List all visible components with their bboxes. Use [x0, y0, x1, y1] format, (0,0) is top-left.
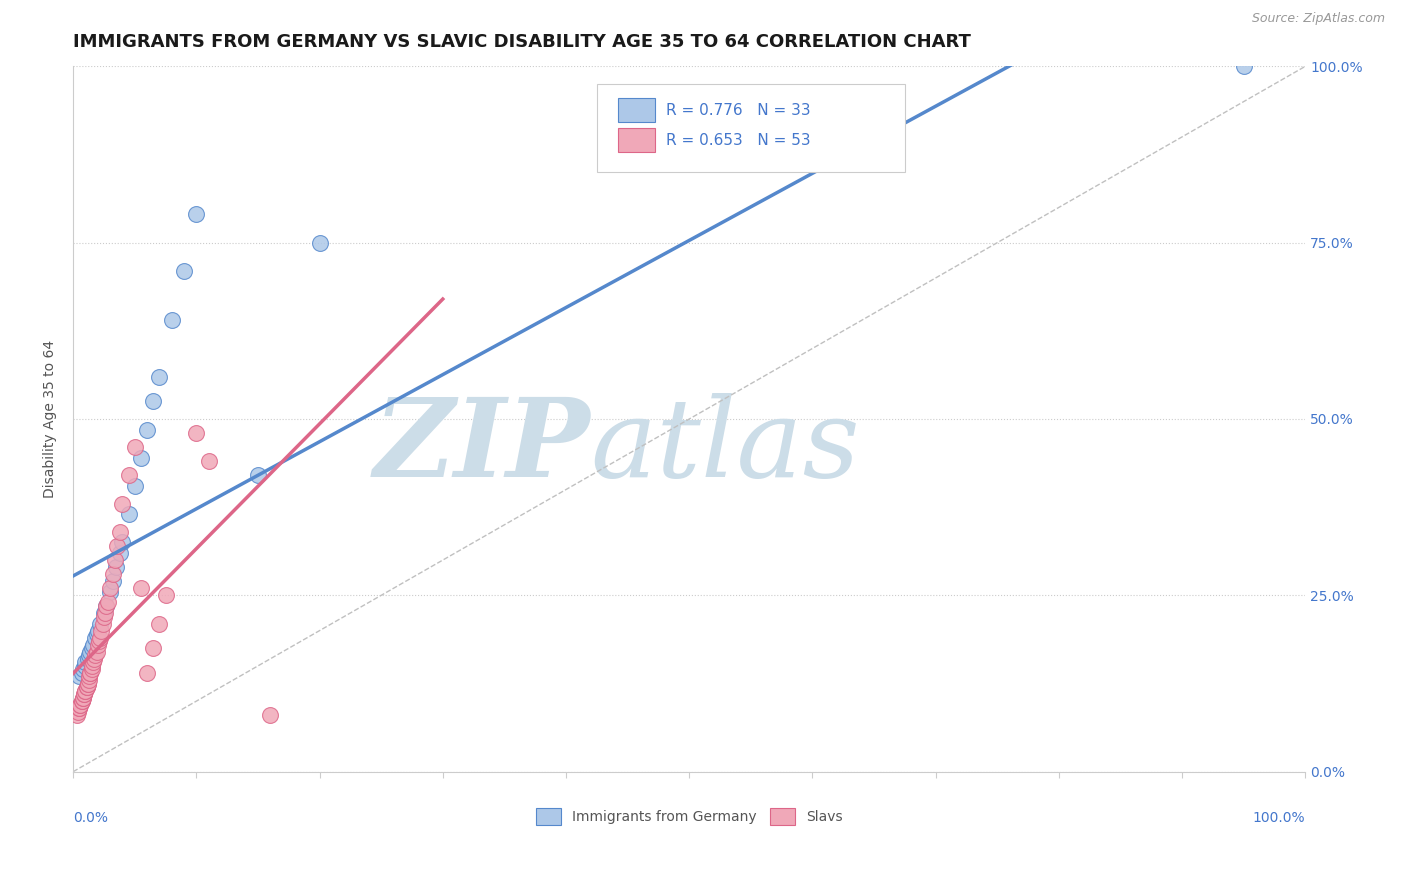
Point	[94, 606, 117, 620]
Text: 0.0%: 0.0%	[73, 811, 108, 824]
Point	[77, 669, 100, 683]
Point	[142, 394, 165, 409]
Point	[75, 656, 97, 670]
Point	[197, 454, 219, 468]
Point	[77, 676, 100, 690]
Point	[82, 638, 104, 652]
Point	[66, 708, 89, 723]
Point	[75, 683, 97, 698]
Point	[79, 665, 101, 680]
Point	[72, 690, 94, 705]
Point	[124, 440, 146, 454]
Point	[66, 705, 89, 719]
Text: Source: ZipAtlas.com: Source: ZipAtlas.com	[1251, 12, 1385, 25]
Point	[77, 676, 100, 690]
Point	[89, 631, 111, 645]
Point	[70, 694, 93, 708]
Point	[93, 609, 115, 624]
Point	[108, 546, 131, 560]
Point	[75, 659, 97, 673]
Point	[96, 599, 118, 613]
Point	[98, 584, 121, 599]
Point	[73, 687, 96, 701]
Point	[104, 553, 127, 567]
Point	[148, 369, 170, 384]
Text: R = 0.776   N = 33: R = 0.776 N = 33	[666, 103, 810, 118]
Point	[77, 652, 100, 666]
Point	[87, 638, 110, 652]
Point	[76, 680, 98, 694]
Point	[84, 648, 107, 663]
Y-axis label: Disability Age 35 to 64: Disability Age 35 to 64	[44, 340, 58, 498]
Point	[96, 599, 118, 613]
Point	[87, 624, 110, 638]
FancyBboxPatch shape	[617, 128, 655, 153]
Text: IMMIGRANTS FROM GERMANY VS SLAVIC DISABILITY AGE 35 TO 64 CORRELATION CHART: IMMIGRANTS FROM GERMANY VS SLAVIC DISABI…	[73, 33, 972, 51]
Point	[98, 582, 121, 596]
Point	[101, 567, 124, 582]
Point	[82, 656, 104, 670]
Point	[186, 207, 208, 221]
Text: ZIP: ZIP	[374, 393, 591, 501]
Point	[72, 662, 94, 676]
Point	[80, 659, 103, 673]
Point	[67, 669, 90, 683]
Point	[90, 624, 112, 638]
Point	[142, 641, 165, 656]
FancyBboxPatch shape	[596, 84, 905, 172]
Point	[72, 690, 94, 705]
Point	[124, 479, 146, 493]
Point	[89, 616, 111, 631]
Point	[117, 468, 139, 483]
Point	[77, 673, 100, 687]
Point	[136, 665, 159, 680]
Text: atlas: atlas	[591, 393, 860, 501]
Text: R = 0.653   N = 53: R = 0.653 N = 53	[666, 133, 810, 148]
Point	[70, 694, 93, 708]
Point	[79, 665, 101, 680]
Legend: Immigrants from Germany, Slavs: Immigrants from Germany, Slavs	[536, 808, 844, 825]
Text: 100.0%: 100.0%	[1253, 811, 1305, 824]
Point	[91, 616, 114, 631]
Point	[79, 645, 101, 659]
Point	[97, 595, 120, 609]
Point	[69, 698, 91, 712]
Point	[93, 606, 115, 620]
Point	[69, 698, 91, 712]
Point	[186, 426, 208, 441]
Point	[1233, 59, 1256, 73]
Point	[101, 574, 124, 589]
Point	[80, 662, 103, 676]
Point	[129, 582, 152, 596]
Point	[160, 313, 183, 327]
Point	[67, 701, 90, 715]
Point	[111, 535, 134, 549]
Point	[67, 701, 90, 715]
Point	[136, 423, 159, 437]
Point	[83, 652, 105, 666]
FancyBboxPatch shape	[617, 98, 655, 122]
Point	[259, 708, 281, 723]
Point	[246, 468, 269, 483]
Point	[87, 634, 110, 648]
Point	[308, 235, 330, 250]
Point	[86, 645, 108, 659]
Point	[105, 560, 128, 574]
Point	[75, 683, 97, 698]
Point	[148, 616, 170, 631]
Point	[76, 680, 98, 694]
Point	[86, 627, 108, 641]
Point	[84, 631, 107, 645]
Point	[173, 264, 195, 278]
Point	[117, 507, 139, 521]
Point	[80, 641, 103, 656]
Point	[129, 450, 152, 465]
Point	[107, 539, 129, 553]
Point	[111, 497, 134, 511]
Point	[108, 524, 131, 539]
Point	[73, 687, 96, 701]
Point	[77, 648, 100, 663]
Point	[70, 665, 93, 680]
Point	[155, 588, 177, 602]
